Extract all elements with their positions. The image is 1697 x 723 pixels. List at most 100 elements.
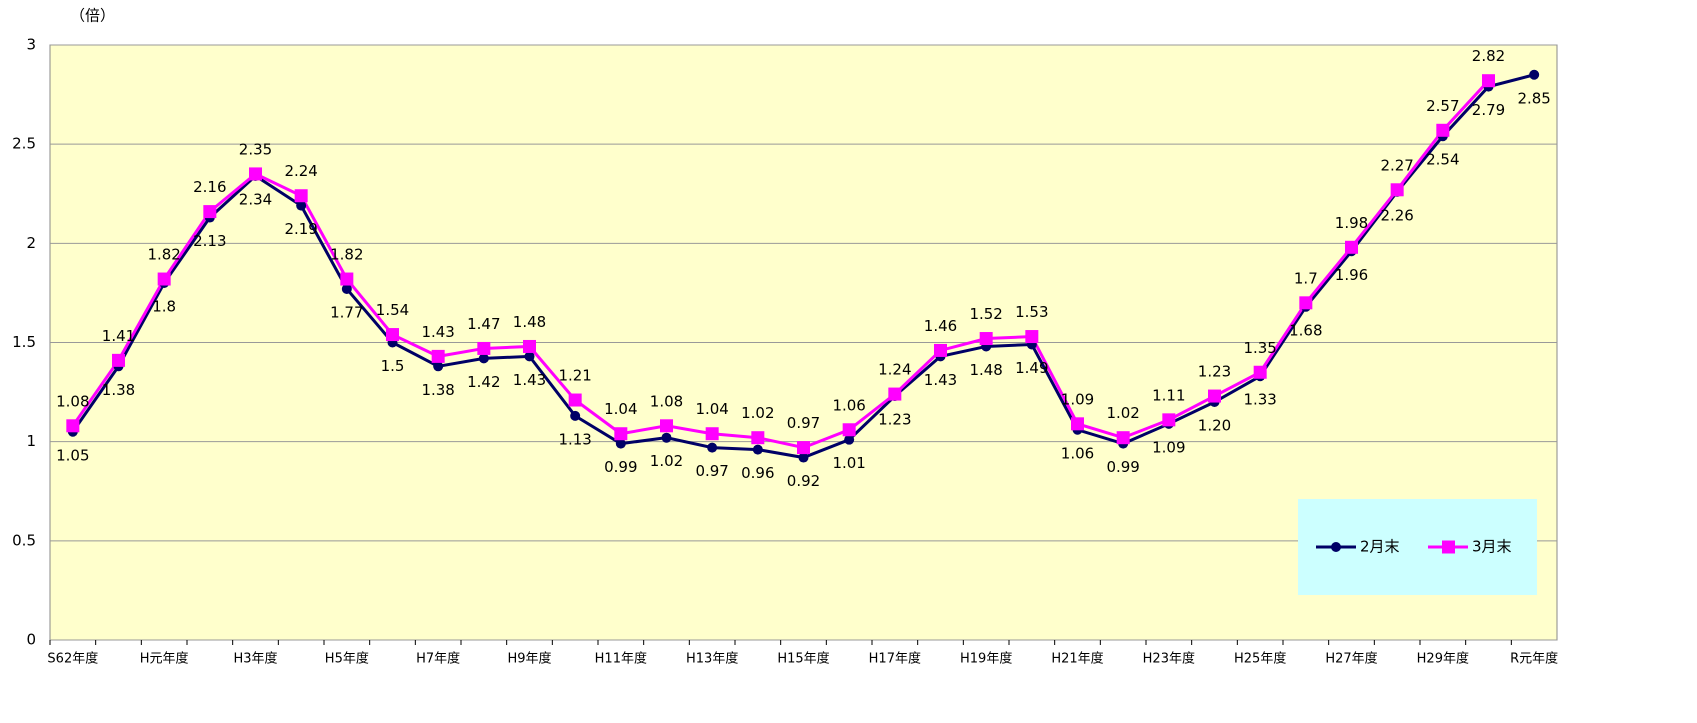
marker [844,434,855,445]
data-label: 0.97 [695,462,728,480]
marker [157,272,171,286]
data-label: 1.46 [924,317,957,335]
data-label: 1.82 [330,246,363,264]
data-label: 1.82 [147,246,180,264]
x-tick-label: H23年度 [1143,651,1195,667]
marker [1390,183,1404,197]
x-tick-label: H15年度 [777,651,829,667]
marker [66,419,80,433]
marker [431,349,445,363]
marker [752,444,763,455]
data-label: 1.77 [330,303,363,321]
marker [249,167,262,181]
marker [798,452,809,463]
marker [1482,74,1495,88]
marker [615,438,626,449]
marker [1253,365,1267,379]
marker [707,442,718,453]
marker [751,431,765,445]
marker [1436,123,1450,137]
data-label: 1.48 [513,313,546,331]
data-label: 1.5 [381,357,405,375]
y-tick-label: 0.5 [12,531,36,549]
x-tick-label: H19年度 [960,651,1012,667]
marker [888,387,902,401]
data-label: 1.21 [558,367,591,385]
data-label: 1.41 [102,327,135,345]
data-label: 2.57 [1426,97,1459,115]
marker [660,419,673,433]
data-label: 1.23 [1198,363,1231,381]
data-label: 1.43 [924,371,957,389]
data-label: 2.79 [1472,101,1505,119]
data-label: 2.27 [1380,156,1413,174]
data-label: 2.34 [239,190,272,208]
data-label: 1.04 [604,400,637,418]
data-label: 1.01 [832,454,865,472]
x-tick-label: H3年度 [233,651,277,667]
data-label: 1.98 [1335,214,1368,232]
x-tick-label: R元年度 [1510,651,1558,667]
marker [386,328,399,342]
data-label: 2.19 [284,220,317,238]
legend-marker [1331,542,1341,552]
marker [341,283,352,294]
x-tick-label: H元年度 [140,651,189,667]
data-label: 1.02 [741,404,774,422]
x-tick-label: H5年度 [325,651,369,667]
marker [1025,330,1039,344]
legend-label: 2月末 [1360,538,1400,556]
marker [1162,413,1176,427]
data-label: 1.04 [695,400,728,418]
marker [661,432,672,443]
y-tick-label: 2 [26,234,36,252]
data-label: 1.13 [558,430,591,448]
marker [568,393,582,407]
marker [1299,296,1313,310]
y-tick-label: 1 [26,432,36,450]
data-label: 1.08 [56,392,89,410]
marker [570,410,581,421]
marker [1208,389,1221,403]
marker [614,427,628,441]
marker [478,353,489,364]
data-label: 1.09 [1061,390,1094,408]
data-label: 2.35 [239,140,272,158]
data-label: 1.05 [56,446,89,464]
data-label: 1.06 [832,396,865,414]
x-tick-label: H27年度 [1325,651,1377,667]
marker [797,441,810,455]
data-label: 2.16 [193,178,226,196]
y-tick-label: 2.5 [12,135,36,153]
data-label: 1.96 [1335,266,1368,284]
marker [1071,417,1084,431]
marker [934,343,947,357]
marker [1116,431,1130,445]
marker [523,339,536,353]
data-label: 1.02 [650,452,683,470]
data-label: 1.35 [1243,339,1276,357]
marker [524,351,535,362]
data-label: 1.38 [421,381,454,399]
data-label: 2.54 [1426,151,1459,169]
marker [477,341,491,355]
series-line [71,79,1490,450]
marker [433,361,444,372]
data-label: 0.92 [787,472,820,490]
y-tick-label: 1.5 [12,333,36,351]
marker [340,272,354,286]
marker [979,332,993,346]
data-label: 1.49 [1015,359,1048,377]
legend-label: 3月末 [1472,538,1512,556]
y-tick-label: 3 [26,36,36,54]
y-tick-label: 0 [26,631,36,649]
x-tick-label: H9年度 [507,651,551,667]
marker [1529,69,1540,80]
data-label: 1.23 [878,411,911,429]
x-tick-label: S62年度 [47,651,98,667]
data-label: 1.43 [513,371,546,389]
data-label: 0.97 [787,414,820,432]
data-label: 0.99 [604,458,637,476]
data-label: 1.7 [1294,269,1318,287]
